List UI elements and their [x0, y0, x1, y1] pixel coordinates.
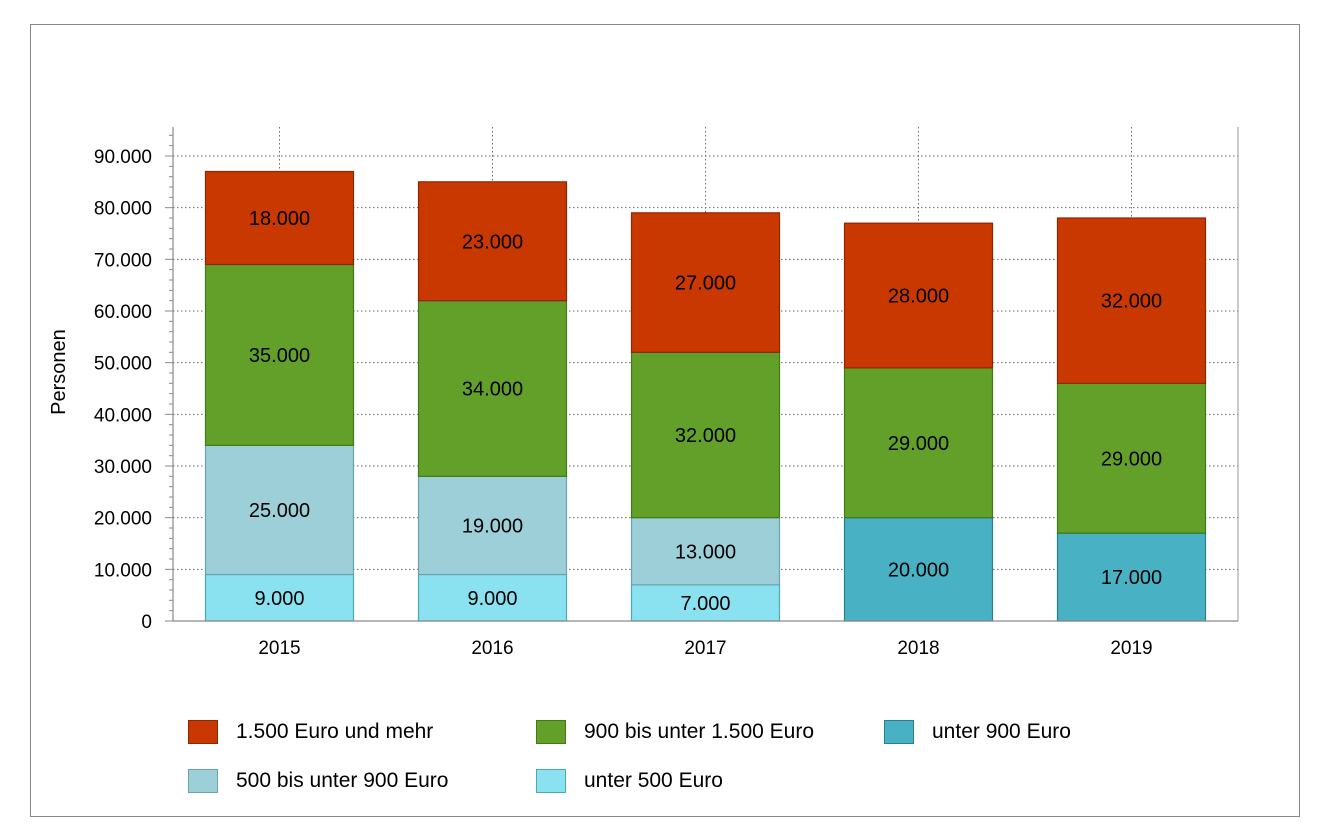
- data-label: 35.000: [249, 345, 310, 367]
- legend-item: 900 bis unter 1.500 Euro: [536, 720, 814, 744]
- legend-swatch: [884, 720, 914, 744]
- bar-segment: [630, 212, 781, 353]
- bar-segment: [1056, 532, 1207, 622]
- y-tick-label: 20.000: [94, 509, 152, 530]
- legend-swatch: [536, 769, 566, 793]
- bar-segment: [204, 263, 355, 446]
- y-tick-label: 50.000: [94, 354, 152, 375]
- bar-segment: [417, 475, 568, 576]
- bar-segment: [417, 573, 568, 622]
- legend-item: unter 500 Euro: [536, 769, 723, 793]
- bar-segment: [630, 517, 781, 586]
- legend-label: 900 bis unter 1.500 Euro: [584, 720, 814, 743]
- legend-swatch: [188, 769, 218, 793]
- x-tick-label: 2015: [258, 638, 300, 659]
- bar-segment: [204, 573, 355, 622]
- data-label: 32.000: [1101, 291, 1162, 313]
- y-tick-label: 80.000: [94, 199, 152, 220]
- y-tick-labels: 0 10.000 20.000 30.000 40.000 50.000 60.000 70.…: [94, 147, 152, 633]
- y-axis-label: Personen: [48, 329, 70, 415]
- y-tick-label: 70.000: [94, 250, 152, 271]
- data-label: 25.000: [249, 500, 310, 522]
- y-tick-label: 90.000: [94, 147, 152, 168]
- data-label: 23.000: [462, 231, 523, 253]
- legend-label: unter 500 Euro: [584, 769, 723, 792]
- legend-label: 500 bis unter 900 Euro: [236, 769, 449, 792]
- data-label: 9.000: [467, 588, 517, 610]
- data-label: 32.000: [675, 425, 736, 447]
- bar-segment: [204, 170, 355, 266]
- data-label: 27.000: [675, 273, 736, 295]
- bar-segment: [843, 222, 994, 369]
- y-tick-label: 40.000: [94, 405, 152, 426]
- legend-item: 1.500 Euro und mehr: [188, 720, 433, 744]
- x-tick-label: 2018: [897, 638, 939, 659]
- bar-segment: [843, 367, 994, 519]
- data-label: 18.000: [249, 208, 310, 230]
- data-label: 13.000: [675, 541, 736, 563]
- data-label: 19.000: [462, 515, 523, 537]
- x-tick-label: 2019: [1110, 638, 1152, 659]
- data-label: 34.000: [462, 379, 523, 401]
- bar-segment: [417, 181, 568, 302]
- data-label: 29.000: [1101, 448, 1162, 470]
- legend-item: 500 bis unter 900 Euro: [188, 769, 448, 793]
- bar-segment: [417, 300, 568, 477]
- y-tick-label: 10.000: [94, 560, 152, 581]
- data-label: 9.000: [254, 588, 304, 610]
- bars: 9.000 25.000 35.000 18.000 9.000 19.000 34.000…: [204, 170, 1207, 622]
- legend-swatch: [536, 720, 566, 744]
- bar-segment: [1056, 217, 1207, 384]
- bar-segment: [630, 584, 781, 622]
- y-tick-label: 30.000: [94, 457, 152, 478]
- legend-item: unter 900 Euro: [884, 720, 1071, 744]
- data-label: 29.000: [888, 433, 949, 455]
- y-tick-label: 0: [141, 612, 152, 633]
- bar-segment: [204, 444, 355, 576]
- data-label: 20.000: [888, 559, 949, 581]
- data-label: 28.000: [888, 286, 949, 308]
- legend-swatch: [188, 720, 218, 744]
- legend-label: 1.500 Euro und mehr: [236, 720, 434, 743]
- axes: [165, 127, 1238, 622]
- legend-label: unter 900 Euro: [932, 720, 1071, 743]
- x-tick-label: 2016: [471, 638, 513, 659]
- data-label: 17.000: [1101, 567, 1162, 589]
- data-label: 7.000: [680, 593, 730, 615]
- bar-segment: [1056, 382, 1207, 534]
- x-tick-labels: 2015 2016 2017 2018 2019: [258, 638, 1152, 659]
- y-tick-label: 60.000: [94, 302, 152, 323]
- bar-segment: [843, 517, 994, 622]
- x-tick-label: 2017: [684, 638, 726, 659]
- bar-segment: [630, 351, 781, 519]
